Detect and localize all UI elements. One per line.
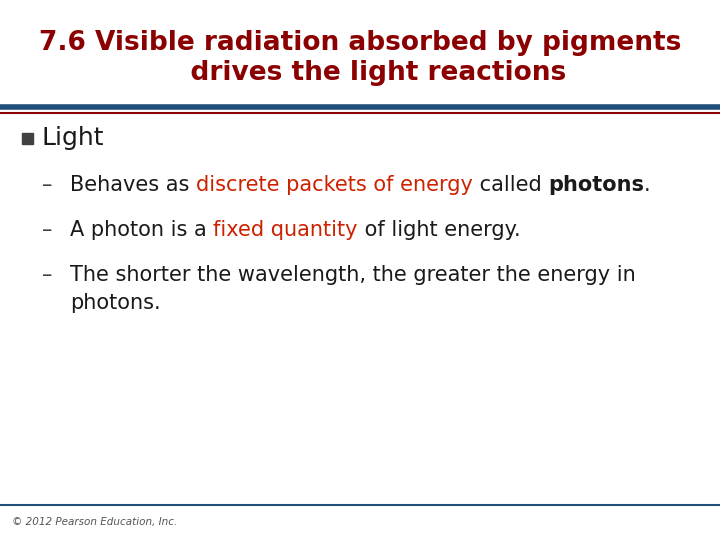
Text: photons: photons: [548, 175, 644, 195]
Text: –: –: [42, 175, 53, 195]
Text: fixed quantity: fixed quantity: [213, 220, 358, 240]
Text: discrete packets of energy: discrete packets of energy: [196, 175, 473, 195]
Text: photons.: photons.: [70, 293, 161, 313]
Bar: [22, 132, 33, 144]
Text: The shorter the wavelength, the greater the energy in: The shorter the wavelength, the greater …: [70, 265, 636, 285]
Text: © 2012 Pearson Education, Inc.: © 2012 Pearson Education, Inc.: [12, 517, 177, 527]
Text: Behaves as: Behaves as: [70, 175, 196, 195]
Text: –: –: [42, 220, 53, 240]
Text: of light energy.: of light energy.: [358, 220, 521, 240]
Text: A photon is a: A photon is a: [70, 220, 213, 240]
Text: .: .: [644, 175, 651, 195]
Text: drives the light reactions: drives the light reactions: [154, 60, 566, 86]
Text: –: –: [42, 265, 53, 285]
Text: called: called: [473, 175, 548, 195]
Text: Light: Light: [41, 126, 104, 150]
Text: 7.6 Visible radiation absorbed by pigments: 7.6 Visible radiation absorbed by pigmen…: [39, 30, 681, 56]
